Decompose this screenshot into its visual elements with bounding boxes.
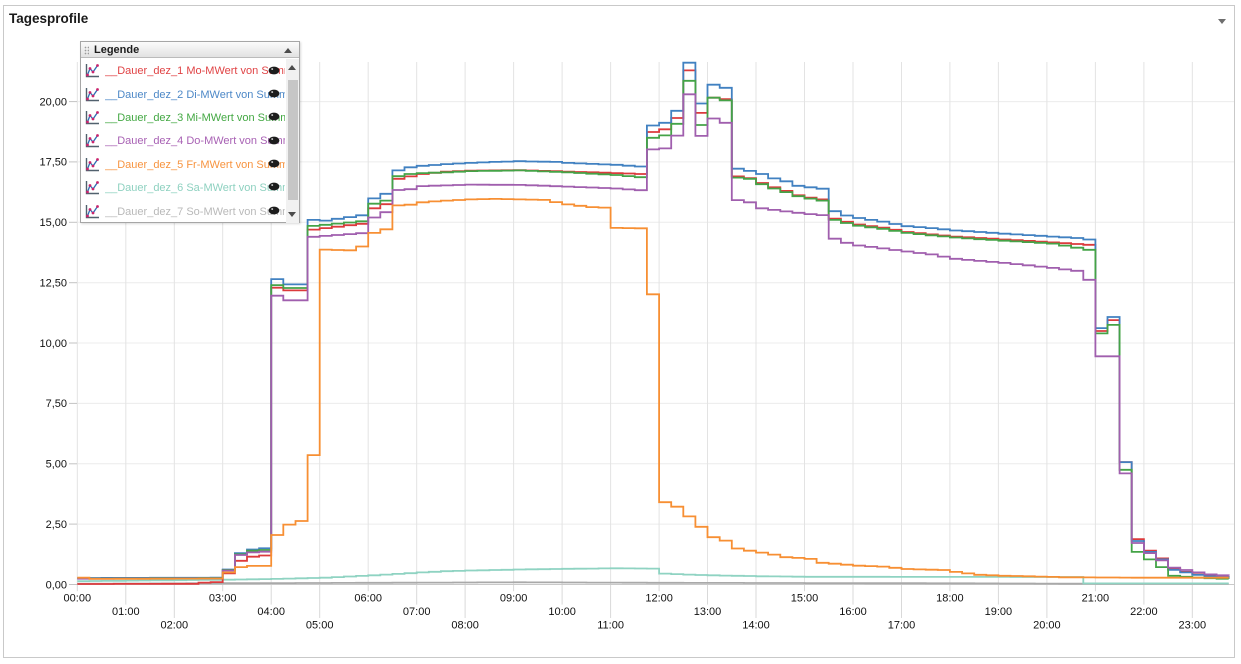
svg-text:5,00: 5,00 [46,459,67,471]
svg-text:14:00: 14:00 [742,619,770,631]
svg-text:12,50: 12,50 [39,278,67,290]
svg-text:10,00: 10,00 [39,338,67,350]
svg-text:0,00: 0,00 [46,579,67,591]
svg-text:04:00: 04:00 [257,606,285,618]
svg-text:10:00: 10:00 [548,606,576,618]
svg-text:18:00: 18:00 [936,593,964,605]
svg-text:01:00: 01:00 [112,606,140,618]
svg-text:17:00: 17:00 [888,619,916,631]
svg-text:23:00: 23:00 [1179,619,1207,631]
svg-text:09:00: 09:00 [500,593,528,605]
svg-text:00:00: 00:00 [64,593,92,605]
svg-text:21:00: 21:00 [1082,593,1110,605]
svg-text:12:00: 12:00 [645,593,673,605]
svg-text:20,00: 20,00 [39,96,67,108]
svg-text:20:00: 20:00 [1033,619,1061,631]
svg-text:05:00: 05:00 [306,619,334,631]
svg-text:2,50: 2,50 [46,519,67,531]
svg-text:07:00: 07:00 [403,606,431,618]
svg-text:17,50: 17,50 [39,157,67,169]
svg-text:13:00: 13:00 [694,606,722,618]
svg-text:03:00: 03:00 [209,593,237,605]
svg-text:19:00: 19:00 [985,606,1013,618]
svg-text:22:00: 22:00 [1130,606,1158,618]
svg-text:08:00: 08:00 [451,619,479,631]
svg-text:15:00: 15:00 [791,593,819,605]
svg-text:15,00: 15,00 [39,217,67,229]
svg-text:7,50: 7,50 [46,398,67,410]
svg-text:16:00: 16:00 [839,606,867,618]
svg-text:06:00: 06:00 [354,593,382,605]
svg-text:11:00: 11:00 [597,619,624,631]
svg-text:02:00: 02:00 [161,619,189,631]
